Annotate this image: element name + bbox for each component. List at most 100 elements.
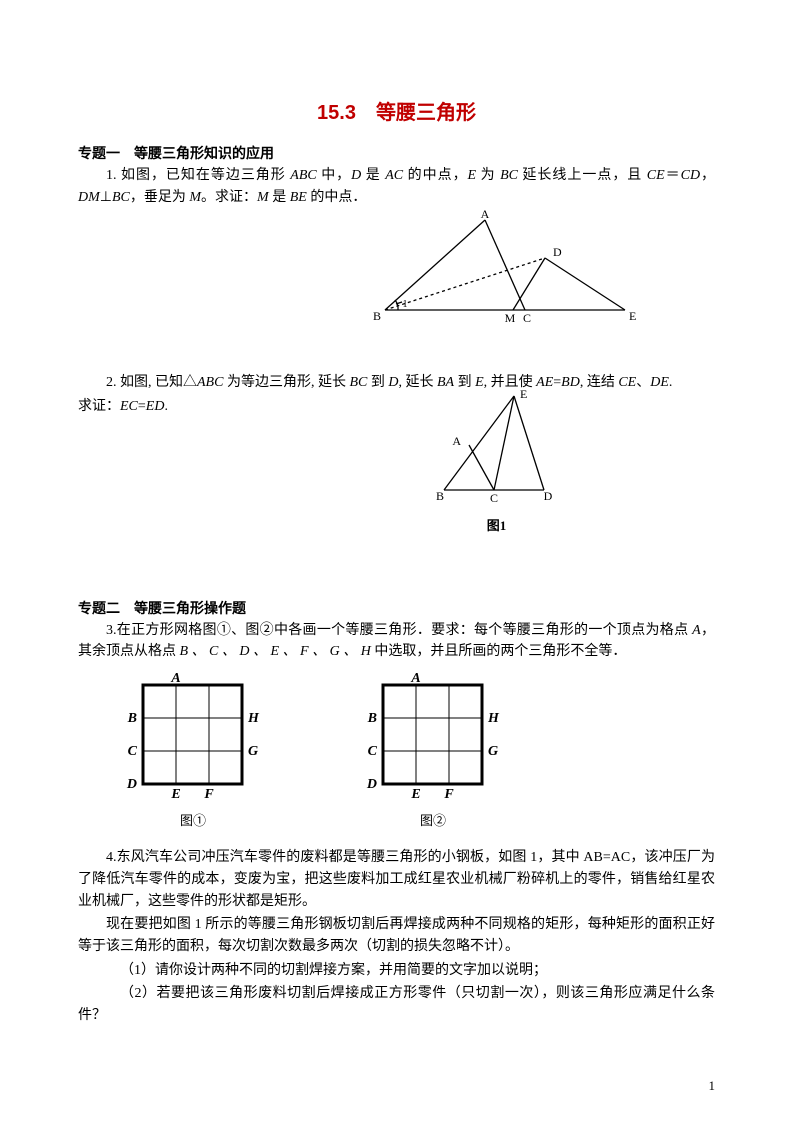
t: 的中点． xyxy=(307,190,367,205)
v: D xyxy=(388,375,398,390)
t: 。 xyxy=(201,190,215,205)
v: BC xyxy=(349,375,367,390)
q4-p1: （1）请你设计两种不同的切割焊接方案，并用简要的文字加以说明； xyxy=(78,960,715,982)
svg-text:E: E xyxy=(170,787,180,802)
lbl-M: M xyxy=(505,311,516,325)
svg-text:C: C xyxy=(128,744,138,759)
t: 是 xyxy=(361,168,385,183)
topic1-heading: 专题一 等腰三角形知识的应用 xyxy=(78,143,715,163)
page-number: 1 xyxy=(709,1078,716,1094)
svg-text:A: A xyxy=(410,673,420,686)
svg-text:H: H xyxy=(247,711,260,726)
svg-text:A: A xyxy=(170,673,180,686)
v: CE xyxy=(618,375,636,390)
grid2-svg: AHGFEDCB xyxy=(358,673,508,803)
lbl-B: B xyxy=(373,309,381,323)
q2-number: 2. xyxy=(106,375,117,390)
v: BE xyxy=(290,190,307,205)
v: AE xyxy=(536,375,553,390)
v: CE xyxy=(647,168,665,183)
page-title: 15.3 等腰三角形 xyxy=(78,96,715,125)
q4-line1: 4.东风汽车公司冲压汽车零件的废料都是等腰三角形的小钢板，如图 1，其中 AB=… xyxy=(78,847,715,912)
q2-figure: B C D A E xyxy=(434,390,559,508)
q1-number: 1. xyxy=(106,168,117,183)
v: B 、 C 、 D 、 E 、 F 、 G 、 H xyxy=(180,644,371,659)
q2-figure-wrap: B C D A E 图1 xyxy=(78,390,715,534)
v: A xyxy=(692,623,701,638)
t: , 延长 xyxy=(398,375,437,390)
t: = xyxy=(553,375,561,390)
v: ABC xyxy=(197,375,223,390)
v: ABC xyxy=(290,168,316,183)
v: BC xyxy=(500,168,518,183)
t: 的中点， xyxy=(403,168,467,183)
t: ，垂足为 xyxy=(130,190,190,205)
svg-text:B: B xyxy=(367,711,377,726)
t: 在正方形网格图①、图②中各画一个等腰三角形．要求：每个等腰三角形的一个顶点为格点 xyxy=(117,623,693,638)
lbl-E: E xyxy=(629,309,636,323)
v: AC xyxy=(385,168,403,183)
lbl-C: C xyxy=(490,491,498,505)
svg-text:F: F xyxy=(203,787,214,802)
grid-1: A H G F E D C B 图① xyxy=(118,673,268,829)
t: 延长线上一点，且 xyxy=(518,168,647,183)
svg-text:E: E xyxy=(410,787,420,802)
q3-grids: A H G F E D C B 图① A H G F E D C B 图② xyxy=(78,673,715,829)
v: BC xyxy=(112,190,130,205)
grid1-svg: A H G F E D C B xyxy=(118,673,268,803)
q2-text: 2. 如图, 已知△ABC 为等边三角形, 延长 BC 到 D, 延长 BA 到… xyxy=(78,372,715,394)
v: E xyxy=(475,375,484,390)
v: ED xyxy=(146,399,165,414)
v: D xyxy=(351,168,361,183)
lbl-A: A xyxy=(481,210,490,221)
q1-figure-wrap: A B C E D M 1 xyxy=(78,210,715,328)
t: 如图，已知在等边三角形 xyxy=(121,168,290,183)
lbl-angle: 1 xyxy=(403,299,408,310)
lbl-A: A xyxy=(452,434,461,448)
q1-figure: A B C E D M 1 xyxy=(365,210,645,328)
v: CD xyxy=(681,168,700,183)
t: , 并且使 xyxy=(484,375,537,390)
svg-text:H: H xyxy=(487,711,500,726)
svg-text:G: G xyxy=(248,744,258,759)
q4-text1: 东风汽车公司冲压汽车零件的废料都是等腰三角形的小钢板，如图 1，其中 AB=AC… xyxy=(78,850,715,908)
lbl-D: D xyxy=(544,489,553,503)
svg-text:B: B xyxy=(127,711,137,726)
svg-text:G: G xyxy=(488,744,498,759)
t: = xyxy=(138,399,146,414)
lbl-E: E xyxy=(520,390,527,401)
t: 为等边三角形, 延长 xyxy=(223,375,349,390)
svg-text:D: D xyxy=(366,777,377,792)
t: ， xyxy=(700,168,715,183)
q3-text: 3.在正方形网格图①、图②中各画一个等腰三角形．要求：每个等腰三角形的一个顶点为… xyxy=(78,620,715,663)
lbl-D: D xyxy=(553,245,562,259)
t: . xyxy=(164,399,168,414)
t: 到 xyxy=(454,375,475,390)
grid-2: AHGFEDCB 图② xyxy=(358,673,508,829)
t: ⊥ xyxy=(100,190,112,205)
v: BA xyxy=(437,375,454,390)
t: , 连结 xyxy=(580,375,619,390)
q4-p2: （2）若要把该三角形废料切割后焊接成正方形零件（只切割一次），则该三角形应满足什… xyxy=(78,983,715,1026)
t: 是 xyxy=(269,190,290,205)
t: 如图, 已知△ xyxy=(117,375,198,390)
svg-text:C: C xyxy=(368,744,378,759)
v: EC xyxy=(120,399,138,414)
grid2-caption: 图② xyxy=(358,810,508,829)
v: M xyxy=(257,190,269,205)
topic2-heading: 专题二 等腰三角形操作题 xyxy=(78,598,715,618)
v: DM xyxy=(78,190,100,205)
q1-text: 1. 如图，已知在等边三角形 ABC 中，D 是 AC 的中点，E 为 BC 延… xyxy=(78,165,715,208)
q4-line2: 现在要把如图 1 所示的等腰三角形钢板切割后再焊接成两种不同规格的矩形，每种矩形… xyxy=(78,914,715,957)
v: DE xyxy=(650,375,669,390)
t: . xyxy=(669,375,673,390)
v: M xyxy=(189,190,201,205)
q2-figure-caption: 图1 xyxy=(434,515,559,534)
t: 中， xyxy=(317,168,351,183)
t: 到 xyxy=(367,375,388,390)
svg-text:D: D xyxy=(126,777,137,792)
t: ＝ xyxy=(665,168,681,183)
t: 为 xyxy=(476,168,500,183)
t: 求证： xyxy=(78,399,120,414)
grid1-caption: 图① xyxy=(118,810,268,829)
